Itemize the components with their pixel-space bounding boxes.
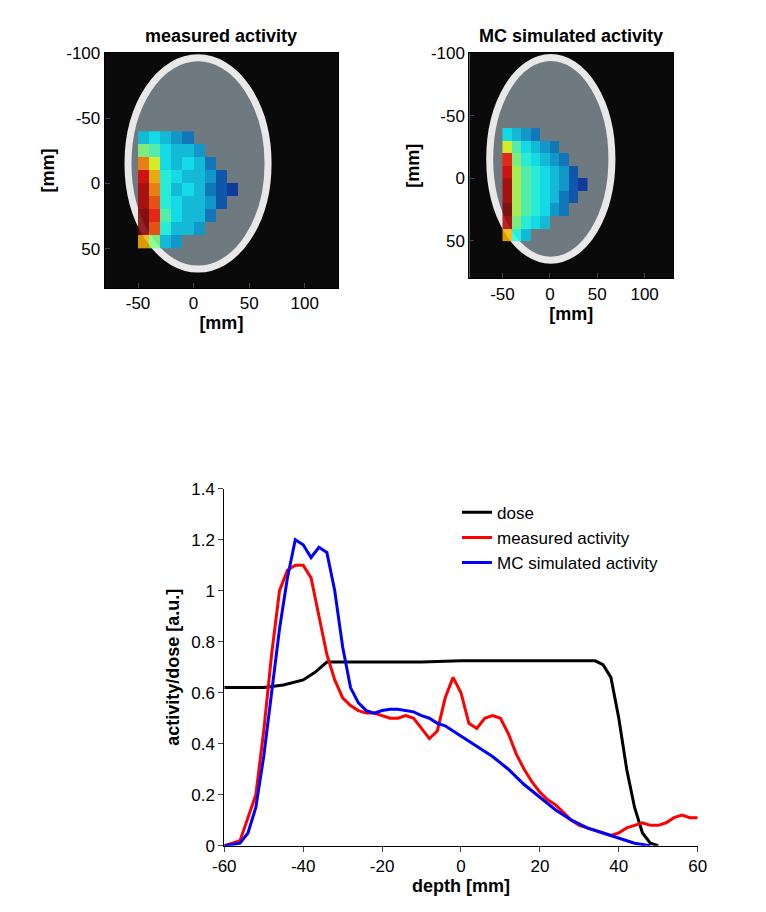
svg-text:100: 100: [630, 285, 658, 304]
svg-text:0: 0: [189, 294, 198, 313]
svg-text:100: 100: [291, 294, 319, 313]
svg-text:0: 0: [455, 169, 464, 188]
svg-text:[mm]: [mm]: [549, 304, 593, 324]
svg-text:50: 50: [81, 240, 100, 259]
svg-text:0: 0: [545, 285, 554, 304]
svg-text:dose: dose: [497, 504, 534, 523]
svg-text:0: 0: [91, 174, 100, 193]
svg-text:-60: -60: [212, 857, 237, 876]
svg-text:0.8: 0.8: [191, 633, 215, 652]
svg-text:-100: -100: [431, 44, 465, 63]
svg-text:[mm]: [mm]: [38, 148, 58, 192]
svg-text:1.2: 1.2: [191, 531, 215, 550]
svg-text:-20: -20: [370, 857, 395, 876]
svg-text:1: 1: [205, 582, 214, 601]
svg-text:0: 0: [456, 857, 465, 876]
svg-text:MC simulated activity: MC simulated activity: [497, 554, 658, 573]
svg-text:0.2: 0.2: [191, 786, 215, 805]
svg-text:60: 60: [688, 857, 707, 876]
svg-text:-50: -50: [440, 107, 465, 126]
svg-text:0: 0: [205, 837, 214, 856]
svg-text:0.4: 0.4: [191, 735, 215, 754]
svg-text:MC simulated activity: MC simulated activity: [479, 26, 663, 46]
svg-text:50: 50: [588, 285, 607, 304]
svg-text:depth [mm]: depth [mm]: [412, 876, 510, 896]
svg-text:measured activity: measured activity: [497, 529, 630, 548]
svg-text:0.6: 0.6: [191, 684, 215, 703]
svg-text:40: 40: [609, 857, 628, 876]
svg-text:measured activity: measured activity: [145, 26, 297, 46]
svg-text:-100: -100: [66, 44, 100, 63]
svg-text:1.4: 1.4: [191, 480, 215, 499]
svg-text:50: 50: [240, 294, 259, 313]
svg-text:-50: -50: [76, 109, 101, 128]
svg-text:-40: -40: [291, 857, 316, 876]
svg-text:activity/dose [a.u.]: activity/dose [a.u.]: [163, 589, 183, 746]
svg-text:-50: -50: [126, 294, 151, 313]
svg-text:-50: -50: [490, 285, 515, 304]
svg-text:[mm]: [mm]: [199, 313, 243, 333]
svg-text:[mm]: [mm]: [403, 144, 423, 188]
svg-text:50: 50: [446, 232, 465, 251]
svg-text:20: 20: [530, 857, 549, 876]
